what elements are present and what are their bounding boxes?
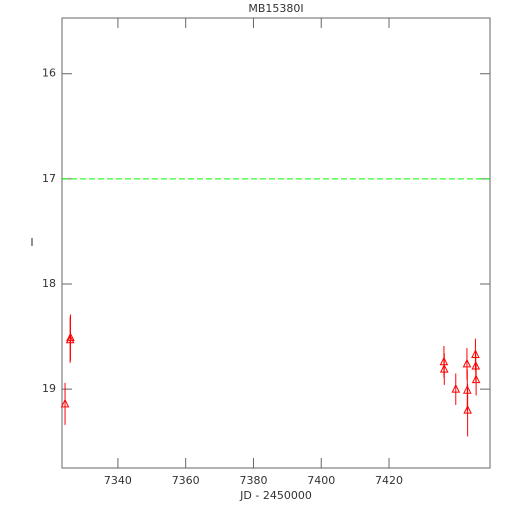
- data-point: [66, 332, 75, 342]
- x-tick-label: 7380: [239, 474, 267, 487]
- data-point: [451, 384, 461, 393]
- y-tick-label: 17: [42, 172, 56, 185]
- y-axis-label: I: [30, 236, 33, 249]
- x-tick-label: 7400: [307, 474, 335, 487]
- y-tick-label: 16: [42, 67, 56, 80]
- x-tick-label: 7420: [375, 474, 403, 487]
- data-point: [463, 405, 472, 414]
- x-tick-label: 7340: [104, 474, 132, 487]
- x-axis-label: JD - 2450000: [239, 489, 312, 502]
- chart-title: MB15380I: [248, 2, 303, 15]
- y-tick-label: 19: [42, 382, 56, 395]
- y-tick-label: 18: [42, 277, 56, 290]
- x-tick-label: 7360: [172, 474, 200, 487]
- plot-frame: [61, 17, 491, 469]
- data-point: [60, 398, 70, 408]
- data-point: [462, 358, 472, 368]
- data-point: [471, 374, 481, 384]
- data-point: [439, 364, 449, 373]
